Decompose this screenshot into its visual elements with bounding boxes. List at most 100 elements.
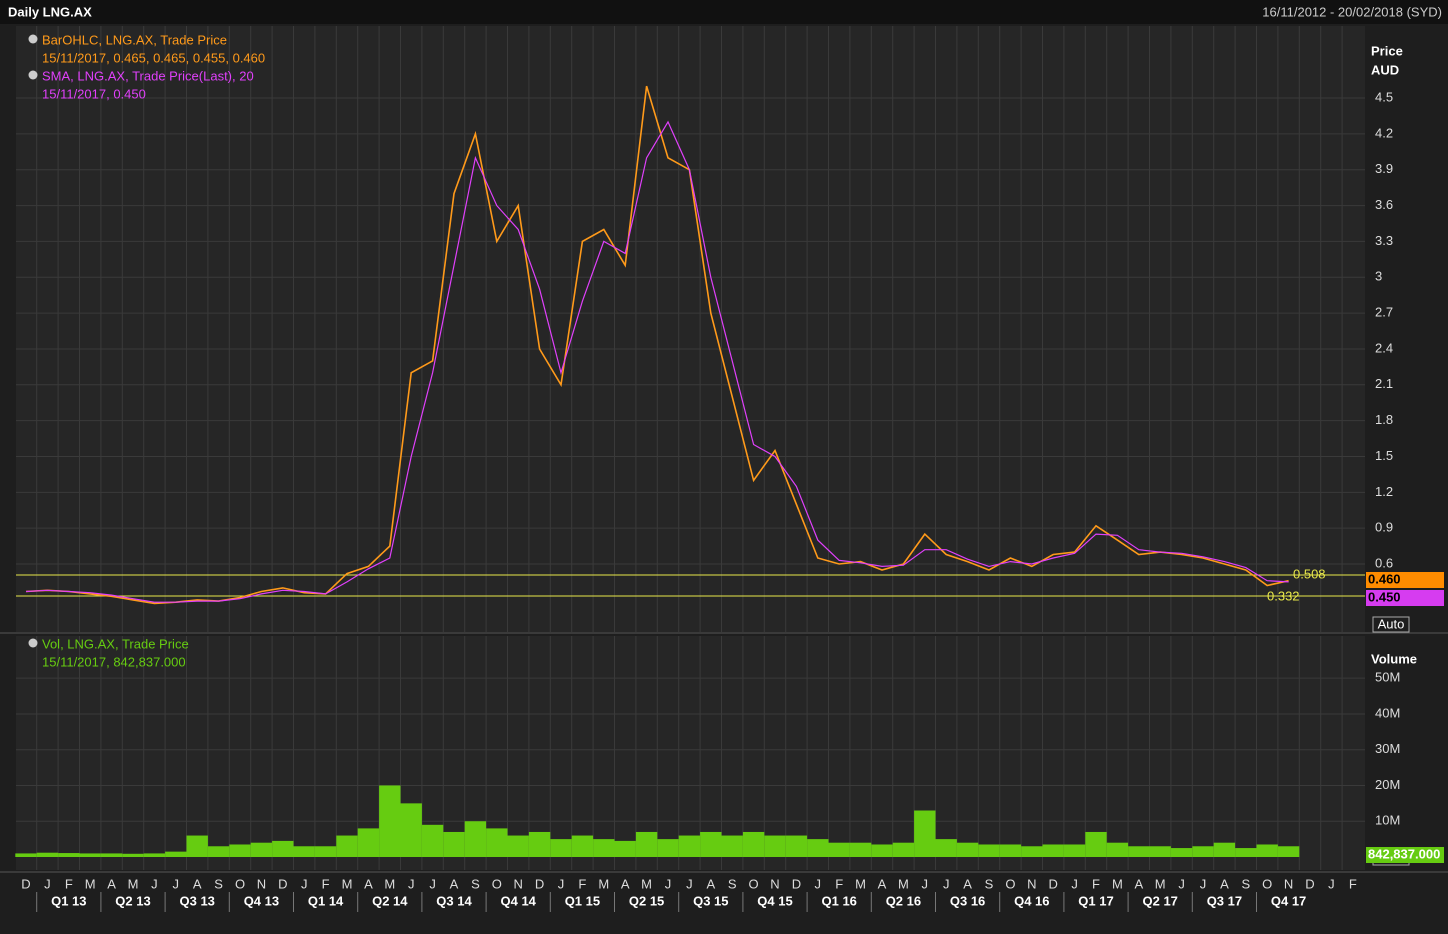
volume-bar	[486, 828, 508, 857]
quarter-label: Q1 13	[51, 893, 86, 908]
y-tick-label: 0.6	[1375, 555, 1393, 570]
month-label: M	[384, 876, 395, 891]
volume-bar	[1192, 846, 1214, 857]
quarter-label: Q1 15	[565, 893, 600, 908]
volume-bar	[550, 839, 572, 857]
volume-bar	[1063, 844, 1086, 857]
month-label: J	[408, 876, 415, 891]
quarter-label: Q4 15	[757, 893, 792, 908]
month-label: M	[1155, 876, 1166, 891]
month-label: A	[963, 876, 972, 891]
volume-bar	[1042, 844, 1064, 857]
quarter-label: Q4 14	[500, 893, 536, 908]
volume-bar	[421, 824, 444, 857]
month-label: J	[815, 876, 822, 891]
volume-bar	[379, 785, 401, 857]
legend-name: SMA, LNG.AX, Trade Price(Last), 20	[42, 68, 254, 83]
date-range: 16/11/2012 - 20/02/2018 (SYD)	[1262, 4, 1442, 19]
volume-bar	[657, 839, 679, 857]
volume-bar	[700, 831, 722, 857]
volume-bar	[293, 846, 315, 857]
legend-detail: 15/11/2017, 842,837.000	[42, 654, 186, 669]
y-tick-label: 3.3	[1375, 233, 1393, 248]
y-tick-label: 1.2	[1375, 484, 1393, 499]
volume-bar	[978, 844, 1000, 857]
volume-bar	[1277, 846, 1300, 857]
month-label: M	[128, 876, 139, 891]
quarter-label: Q3 13	[179, 893, 214, 908]
volume-bar	[122, 853, 144, 857]
volume-bar	[1235, 848, 1257, 857]
volume-bar	[593, 839, 615, 857]
y-title: Price	[1371, 43, 1403, 58]
month-label: A	[193, 876, 202, 891]
month-label: J	[1071, 876, 1078, 891]
quarter-label: Q1 17	[1078, 893, 1113, 908]
volume-bar	[1170, 848, 1193, 857]
month-label: J	[665, 876, 672, 891]
volume-bar	[849, 842, 872, 857]
month-label: O	[749, 876, 759, 891]
y-tick-label: 3.9	[1375, 161, 1393, 176]
volume-bar	[785, 835, 808, 857]
volume-bar	[229, 844, 251, 857]
month-label: M	[342, 876, 353, 891]
last-value: 0.460	[1368, 571, 1401, 586]
month-label: A	[1134, 876, 1143, 891]
y-tick-label: 2.7	[1375, 305, 1393, 320]
volume-bar	[400, 803, 422, 857]
quarter-label: Q3 16	[950, 893, 985, 908]
month-label: M	[85, 876, 96, 891]
price-panel	[16, 26, 1365, 632]
month-label: F	[1092, 876, 1100, 891]
month-label: O	[492, 876, 502, 891]
quarter-label: Q1 14	[308, 893, 344, 908]
volume-bar	[1085, 831, 1107, 857]
month-label: F	[578, 876, 586, 891]
month-label: J	[922, 876, 929, 891]
y-tick-label: 4.5	[1375, 89, 1393, 104]
legend-name: Vol, LNG.AX, Trade Price	[42, 636, 189, 651]
month-label: A	[364, 876, 373, 891]
volume-bar	[507, 835, 529, 857]
level-label: 0.508	[1293, 566, 1326, 581]
month-label: A	[1220, 876, 1229, 891]
volume-bar	[100, 853, 123, 857]
auto-button[interactable]	[1372, 616, 1410, 633]
month-label: O	[235, 876, 245, 891]
month-label: N	[257, 876, 266, 891]
month-label: M	[855, 876, 866, 891]
month-label: S	[471, 876, 480, 891]
quarter-label: Q3 15	[693, 893, 728, 908]
price-line	[25, 120, 1289, 603]
month-label: S	[985, 876, 994, 891]
volume-bar	[314, 846, 337, 857]
month-label: M	[598, 876, 609, 891]
volume-bar	[999, 844, 1022, 857]
month-label: A	[706, 876, 715, 891]
volume-bar	[1256, 844, 1278, 857]
month-label: D	[1049, 876, 1058, 891]
quarter-label: Q2 17	[1142, 893, 1177, 908]
volume-bar	[1213, 842, 1236, 857]
volume-bar	[1021, 846, 1043, 857]
month-label: N	[1284, 876, 1293, 891]
month-label: S	[1241, 876, 1250, 891]
volume-bar	[186, 835, 208, 857]
volume-bar	[336, 835, 358, 857]
month-label: J	[1328, 876, 1335, 891]
month-label: J	[44, 876, 51, 891]
month-label: N	[514, 876, 523, 891]
volume-bar	[914, 810, 936, 857]
month-label: J	[558, 876, 565, 891]
month-label: S	[214, 876, 223, 891]
last-badge	[1366, 590, 1444, 606]
month-label: M	[641, 876, 652, 891]
quarter-label: Q2 15	[629, 893, 664, 908]
month-label: S	[728, 876, 737, 891]
month-label: A	[107, 876, 116, 891]
month-label: J	[173, 876, 180, 891]
y-tick-label: 10M	[1375, 813, 1400, 828]
level-label: 0.332	[1267, 588, 1300, 603]
